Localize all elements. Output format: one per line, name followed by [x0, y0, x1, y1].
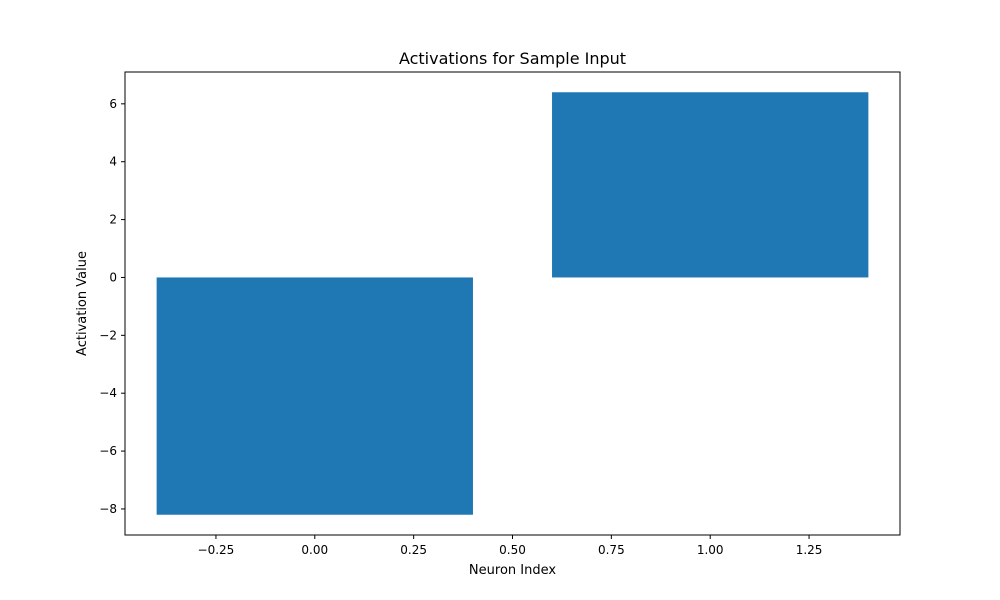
- bars-layer: [156, 92, 869, 515]
- y-axis-label: Activation Value: [75, 251, 90, 356]
- x-tick-label: 0.25: [400, 543, 427, 557]
- y-tick-label: 0: [109, 270, 117, 284]
- y-tick-label: 6: [109, 97, 117, 111]
- bar-0: [156, 277, 473, 515]
- y-tick-label: −2: [99, 328, 117, 342]
- x-tick-label: 1.00: [697, 543, 724, 557]
- y-tick-label: −8: [99, 502, 117, 516]
- x-axis-ticks: −0.25 0.00 0.25 0.50 0.75 1.00 1.25: [198, 535, 823, 557]
- chart-title: Activations for Sample Input: [399, 49, 626, 68]
- y-tick-label: −6: [99, 444, 117, 458]
- x-tick-label: 0.50: [499, 543, 526, 557]
- bar-1: [552, 92, 869, 278]
- y-tick-label: 2: [109, 213, 117, 227]
- y-tick-label: 4: [109, 155, 117, 169]
- x-tick-label: 1.25: [796, 543, 823, 557]
- x-tick-label: −0.25: [198, 543, 235, 557]
- x-tick-label: 0.75: [598, 543, 625, 557]
- y-tick-label: −4: [99, 386, 117, 400]
- y-axis-ticks: −8 −6 −4 −2 0 2 4 6: [99, 97, 125, 516]
- plot-frame: [124, 71, 901, 536]
- x-tick-label: 0.00: [301, 543, 328, 557]
- x-axis-label: Neuron Index: [469, 563, 556, 578]
